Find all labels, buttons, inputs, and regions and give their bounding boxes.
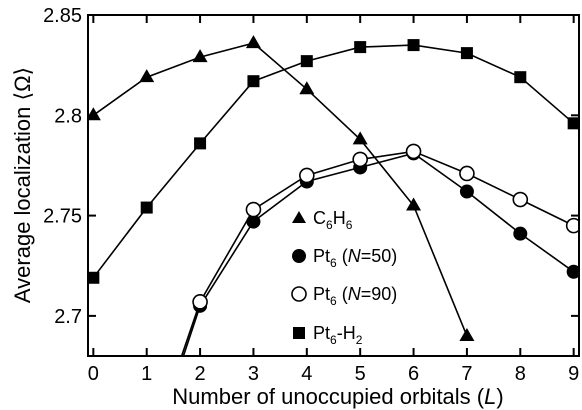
plot-frame [87,14,580,357]
x-tick-label: 2 [195,363,206,385]
y-tick-label: 2.7 [54,306,82,328]
data-point-pt6-n-50 [566,264,579,279]
data-point-pt6-n-90 [512,191,529,208]
data-point-pt6-n-90 [245,201,262,218]
data-point-pt6-h2 [300,55,313,68]
data-point-pt6-h2 [140,201,153,214]
data-point-pt6-n-90 [405,143,422,160]
x-tick-label: 0 [88,363,99,385]
data-point-c6h6 [88,107,101,121]
legend-entry-pt6-n50: Pt6 (N=50) [292,246,397,270]
legend-filled-circle-marker [292,249,306,263]
data-point-pt6-h2 [88,271,100,284]
x-tick-label: 9 [568,363,579,385]
y-tick-label: 2.8 [54,105,82,127]
data-point-pt6-n-90 [192,294,208,310]
data-point-pt6-n-50 [513,226,528,241]
data-point-c6h6 [139,69,155,83]
series-line-c6h6 [92,42,468,337]
x-axis-title-variable: L [484,384,496,409]
data-point-c6h6 [245,35,261,49]
legend-label-pt6-n90: Pt6 (N=90) [313,284,397,308]
data-point-c6h6 [459,327,475,341]
x-axis-title: Number of unoccupied orbitals (L) [172,384,503,409]
x-tick-label: 4 [301,363,312,385]
data-point-pt6-n-90 [299,167,315,184]
legend-label-pt6-h2: Pt6-H2 [313,323,363,347]
x-tick-label: 6 [408,363,419,385]
data-point-pt6-h2 [460,47,473,60]
data-point-c6h6 [352,131,368,145]
x-tick-label: 5 [355,363,366,385]
data-point-pt6-h2 [354,41,367,54]
data-point-pt6-n-50 [459,184,474,199]
data-point-pt6-h2 [194,137,207,150]
legend: C6H6 Pt6 (N=50) Pt6 (N=90) Pt6-H2 [291,208,397,347]
x-tick-label: 1 [141,363,152,385]
legend-entry-pt6-h2: Pt6-H2 [293,323,363,347]
x-axis-title-main: Number of unoccupied orbitals ( [172,384,484,409]
legend-entry-pt6-n90: Pt6 (N=90) [291,284,397,308]
x-tick-label: 7 [461,363,472,385]
data-point-c6h6 [299,81,315,95]
data-point-pt6-n-90 [459,165,475,182]
legend-square-marker [293,327,305,339]
data-point-pt6-n-90 [352,151,368,168]
legend-entry-c6h6: C6H6 [292,208,353,232]
legend-open-circle-marker [291,286,307,302]
y-tick-label: 2.75 [43,206,82,228]
data-point-pt6-n-50 [246,214,261,229]
legend-label-pt6-n50: Pt6 (N=50) [313,246,397,270]
data-point-c6h6 [192,49,208,63]
x-tick-label: 8 [515,363,526,385]
data-point-pt6-h2 [514,71,527,84]
y-tick-label: 2.85 [43,5,82,27]
series-line-pt6-h2 [92,44,575,279]
data-point-pt6-h2 [567,117,579,130]
data-point-c6h6 [406,197,422,211]
ticks-layer: 0 1 2 3 4 5 6 7 8 9 2.7 2.75 2.8 2.85 [43,5,579,385]
x-axis-title-end: ) [496,384,503,409]
data-point-pt6-h2 [247,75,260,88]
series-layer [88,35,579,356]
x-tick-label: 3 [248,363,259,385]
legend-label-c6h6: C6H6 [313,208,353,232]
legend-triangle-marker [292,211,306,223]
data-point-pt6-n-90 [565,217,579,234]
y-axis-title: Average localization ⟨Ω⟩ [10,67,35,303]
data-point-pt6-h2 [407,39,420,52]
series-line-pt6-n-50 [182,152,575,356]
